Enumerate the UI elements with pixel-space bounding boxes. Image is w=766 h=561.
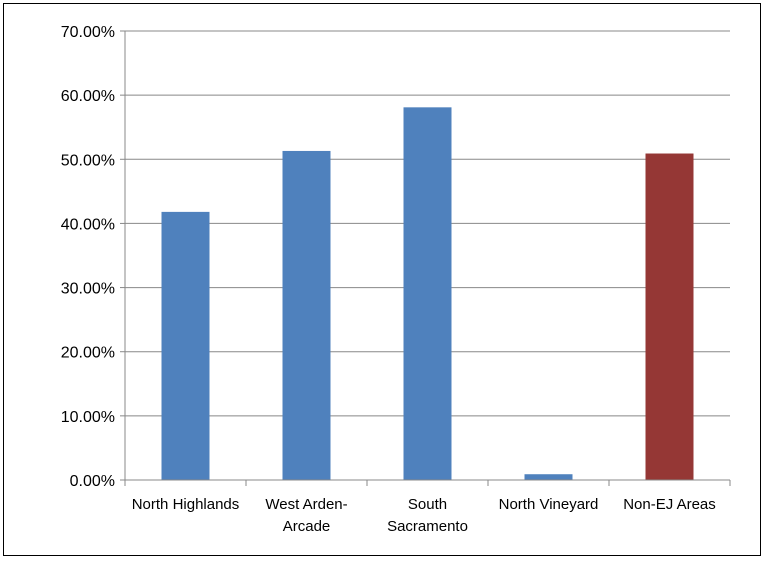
- bar: [645, 153, 694, 480]
- bar: [161, 211, 210, 480]
- bar: [524, 474, 573, 480]
- y-tick-label: 0.00%: [70, 473, 115, 490]
- y-tick-label: 40.00%: [61, 216, 115, 233]
- bar: [282, 150, 331, 480]
- y-tick-label: 30.00%: [61, 281, 115, 298]
- y-tick-label: 70.00%: [61, 24, 115, 41]
- y-tick-label: 50.00%: [61, 152, 115, 169]
- y-tick-label: 20.00%: [61, 345, 115, 362]
- x-tick-label: West Arden-: [265, 496, 347, 513]
- bar: [403, 107, 452, 480]
- y-tick-label: 10.00%: [61, 409, 115, 426]
- x-tick-label: North Highlands: [132, 496, 240, 513]
- y-tick-label: 60.00%: [61, 88, 115, 105]
- x-tick-label: North Vineyard: [499, 496, 599, 513]
- x-tick-label: Sacramento: [387, 518, 468, 535]
- x-axis: North Highlands West Arden- Arcade South Sac…: [124, 479, 731, 535]
- x-tick-label: Non-EJ Areas: [623, 496, 716, 513]
- bars: [161, 107, 694, 480]
- x-tick-label: Arcade: [283, 518, 331, 535]
- y-axis: 0.00% 10.00% 20.00% 30.00% 40.00% 50.00% 60.00…: [61, 24, 126, 490]
- x-tick-label: South: [408, 496, 447, 513]
